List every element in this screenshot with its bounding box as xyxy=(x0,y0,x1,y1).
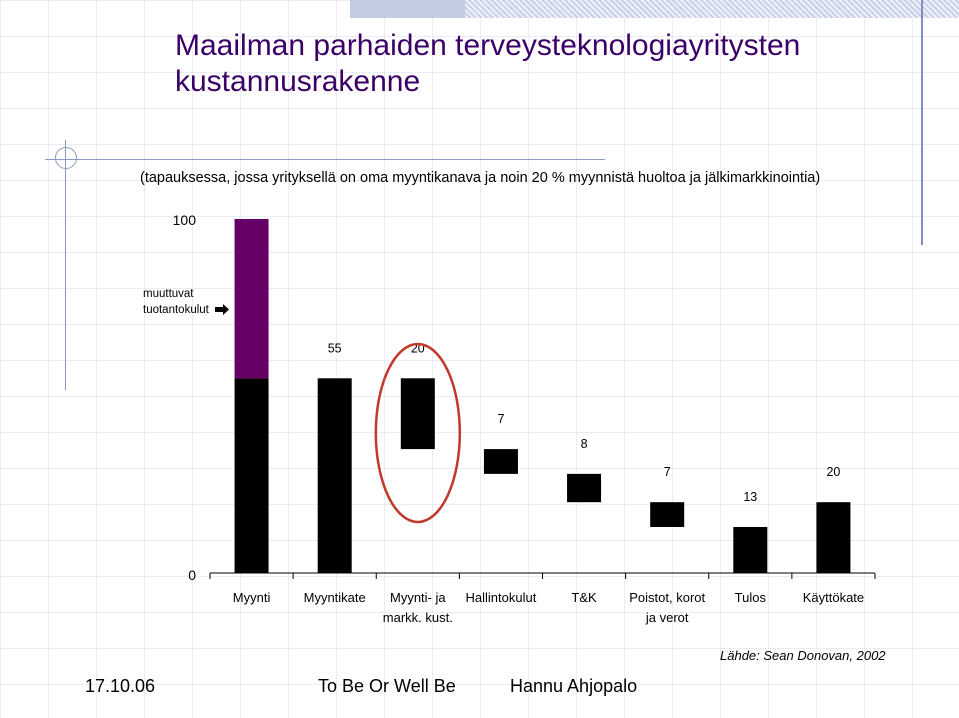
bar-8 xyxy=(816,502,851,573)
bar-5 xyxy=(567,473,602,503)
category-label-6-line2: ja verot xyxy=(645,610,689,625)
category-label-4: Hallintokulut xyxy=(466,590,537,605)
decorative-top-band-accent xyxy=(350,0,465,18)
value-label-8: 20 xyxy=(826,465,840,479)
category-label-6-line1: Poistot, korot xyxy=(629,590,705,605)
footer-author: Hannu Ahjopalo xyxy=(510,676,638,696)
bar-4 xyxy=(483,449,518,474)
category-label-2: Myyntikate xyxy=(304,590,366,605)
value-label-7: 13 xyxy=(743,490,757,504)
bar-1 xyxy=(234,378,269,573)
decorative-circle xyxy=(55,147,77,169)
variable-costs-label-line2: tuotantokulut xyxy=(143,304,210,316)
value-label-5: 8 xyxy=(581,437,588,451)
value-label-6: 7 xyxy=(664,465,671,479)
variable-costs-label-line1: muuttuvat xyxy=(143,288,194,300)
category-label-8: Käyttökate xyxy=(803,590,864,605)
bar-2 xyxy=(317,378,352,573)
value-label-4: 7 xyxy=(497,412,504,426)
highlight-ring xyxy=(374,342,462,524)
variable-costs-arrow xyxy=(215,304,229,315)
decorative-top-band xyxy=(350,0,959,18)
category-label-7: Tulos xyxy=(735,590,767,605)
slide-title: Maailman parhaiden terveysteknologiayrit… xyxy=(175,29,801,98)
category-label-5: T&K xyxy=(571,590,597,605)
bar-6 xyxy=(650,502,685,527)
source-note: Lähde: Sean Donovan, 2002 xyxy=(720,648,886,663)
y-tick-label-zero: 0 xyxy=(188,567,196,583)
chart-subtitle: (tapauksessa, jossa yrityksellä on oma m… xyxy=(140,170,821,186)
value-label-2: 55 xyxy=(328,341,342,355)
footer-date: 17.10.06 xyxy=(85,676,156,696)
category-label-1: Myynti xyxy=(233,590,271,605)
variable-costs-segment xyxy=(234,219,269,379)
decorative-horizontal-line xyxy=(45,159,605,160)
decorative-vertical-line xyxy=(65,140,66,390)
decorative-vertical-rule xyxy=(921,0,923,245)
category-label-3-line2: markk. kust. xyxy=(383,610,453,625)
footer-title: To Be Or Well Be xyxy=(318,676,456,696)
bar-3 xyxy=(400,378,435,450)
y-tick-label-top: 100 xyxy=(173,212,197,228)
bar-7 xyxy=(733,526,768,573)
category-label-3-line1: Myynti- ja xyxy=(390,590,446,605)
